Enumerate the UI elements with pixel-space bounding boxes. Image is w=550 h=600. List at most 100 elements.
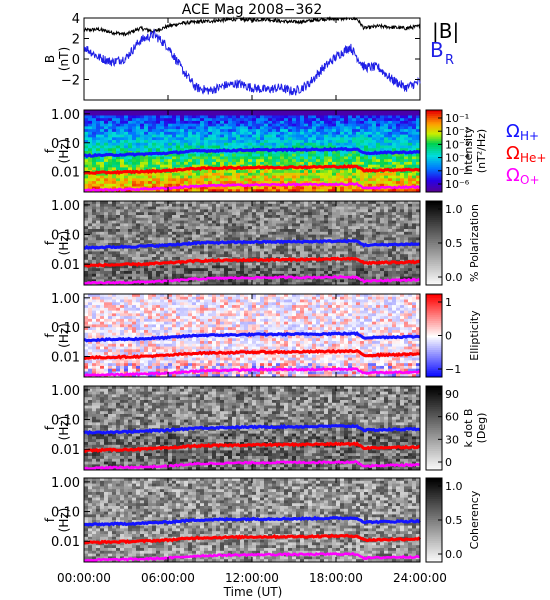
spectrogram-cell xyxy=(168,161,173,166)
spectrogram-cell xyxy=(372,201,377,205)
spectrogram-cell xyxy=(108,120,113,125)
spectrogram-cell xyxy=(172,226,177,230)
spectrogram-cell xyxy=(348,220,353,224)
spectrogram-cell xyxy=(372,209,377,213)
spectrogram-cell xyxy=(96,251,101,255)
spectrogram-cell xyxy=(280,203,285,207)
spectrogram-cell xyxy=(288,251,293,255)
spectrogram-cell xyxy=(136,229,141,233)
spectrogram-cell xyxy=(260,215,265,219)
spectrogram-cell xyxy=(296,254,301,258)
spectrogram-cell xyxy=(116,167,121,171)
spectrogram-cell xyxy=(304,212,309,216)
spectrogram-cell xyxy=(216,172,221,176)
spectrogram-cell xyxy=(340,123,345,127)
spectrogram-cell xyxy=(220,151,225,155)
spectrogram-cell xyxy=(392,123,397,127)
spectrogram-cell xyxy=(308,123,313,127)
spectrogram-cell xyxy=(268,229,273,233)
spectrogram-cell xyxy=(184,148,189,152)
spectrogram-cell xyxy=(308,215,313,219)
spectrogram-cell xyxy=(304,115,309,119)
spectrogram-cell xyxy=(384,262,389,266)
spectrogram-cell xyxy=(252,243,257,247)
spectrogram-cell xyxy=(148,181,153,185)
spectrogram-cell xyxy=(376,134,381,138)
spectrogram-cell xyxy=(280,161,285,166)
spectrogram-cell xyxy=(308,140,313,144)
spectrogram-cell xyxy=(184,265,189,269)
spectrogram-cell xyxy=(364,120,369,125)
spectrogram-cell xyxy=(352,145,357,149)
spectrogram-cell xyxy=(160,212,165,216)
spectrogram-cell xyxy=(120,145,125,149)
spectrogram-cell xyxy=(336,220,341,224)
spectrogram-cell xyxy=(120,178,125,182)
spectrogram-cell xyxy=(264,112,269,116)
spectrogram-cell xyxy=(128,164,133,168)
spectrogram-cell xyxy=(304,186,309,190)
spectrogram-cell xyxy=(292,186,297,190)
spectrogram-cell xyxy=(120,118,125,122)
spectrogram-cell xyxy=(108,217,113,221)
spectrogram-cell xyxy=(140,112,145,116)
spectrogram-cell xyxy=(160,142,165,146)
spectrogram-cell xyxy=(408,126,413,130)
spectrogram-cell xyxy=(356,140,361,144)
spectrogram-cell xyxy=(376,282,381,286)
spectrogram-cell xyxy=(116,229,121,233)
spectrogram-cell xyxy=(152,189,157,193)
spectrogram-cell xyxy=(360,189,365,193)
spectrogram-cell xyxy=(248,118,253,122)
spectrogram-cell xyxy=(168,215,173,219)
spectrogram-cell xyxy=(200,134,205,138)
spectrogram-cell xyxy=(296,170,301,174)
spectrogram-cell xyxy=(240,161,245,166)
spectrogram-cell xyxy=(96,137,101,141)
spectrogram-cell xyxy=(172,254,177,258)
spectrogram-cell xyxy=(400,231,405,235)
spectrogram-cell xyxy=(412,175,417,179)
spectrogram-cell xyxy=(316,186,321,190)
spectrogram-cell xyxy=(148,215,153,219)
spectrogram-cell xyxy=(176,134,181,138)
spectrogram-cell xyxy=(100,223,105,227)
spectrogram-cell xyxy=(96,126,101,130)
spectrogram-cell xyxy=(296,220,301,224)
spectrogram-cell xyxy=(328,268,333,272)
spectrogram-cell xyxy=(312,223,317,227)
spectrogram-cell xyxy=(96,175,101,179)
spectrogram-cell xyxy=(356,118,361,122)
spectrogram-cell xyxy=(372,215,377,219)
spectrogram-cell xyxy=(100,175,105,179)
spectrogram-cell xyxy=(88,126,93,130)
spectrogram-cell xyxy=(280,129,285,133)
spectrogram-cell xyxy=(112,120,117,125)
spectrogram-cell xyxy=(236,131,241,135)
spectrogram-cell xyxy=(312,178,317,182)
spectrogram-cell xyxy=(132,229,137,233)
spectrogram-cell xyxy=(152,172,157,176)
spectrogram-cell xyxy=(232,159,237,163)
spectrogram-cell xyxy=(212,175,217,179)
spectrogram-cell xyxy=(356,237,361,241)
spectrogram-cell xyxy=(292,161,297,166)
spectrogram-cell xyxy=(396,273,401,277)
spectrogram-cell xyxy=(252,220,257,224)
spectrogram-cell xyxy=(148,223,153,227)
spectrogram-cell xyxy=(172,120,177,125)
spectrogram-cell xyxy=(136,112,141,116)
spectrogram-cell xyxy=(272,271,277,275)
spectrogram-cell xyxy=(184,123,189,127)
spectrogram-cell xyxy=(116,181,121,185)
spectrogram-cell xyxy=(100,276,105,280)
spectrogram-cell xyxy=(92,120,97,125)
spectrogram-cell xyxy=(300,248,305,252)
spectrogram-cell xyxy=(116,265,121,269)
spectrogram-cell xyxy=(240,134,245,138)
spectrogram-cell xyxy=(184,206,189,210)
spectrogram-cell xyxy=(392,234,397,238)
spectrogram-cell xyxy=(212,282,217,286)
spectrogram-cell xyxy=(348,120,353,125)
